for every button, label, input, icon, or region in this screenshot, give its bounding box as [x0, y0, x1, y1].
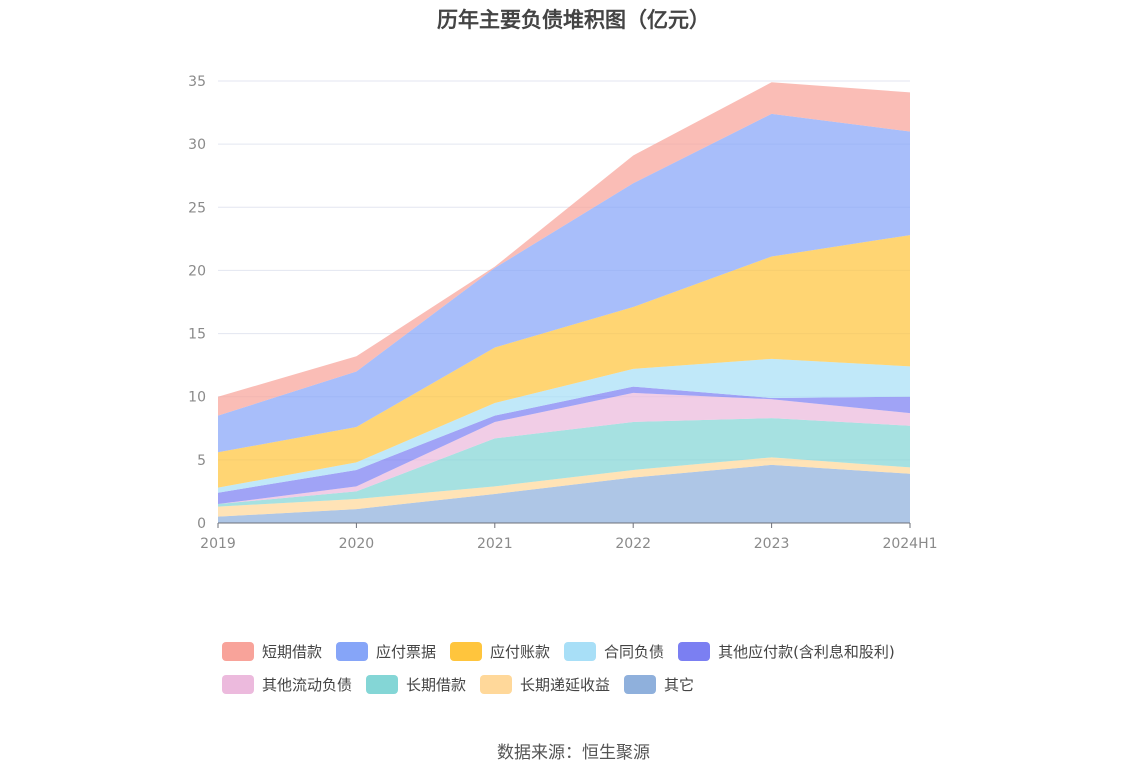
area-series-0 — [218, 464, 910, 523]
legend-item[interactable]: 合同负债 — [564, 641, 664, 662]
legend-label: 其他流动负债 — [262, 675, 353, 694]
source-note: 数据来源：恒生聚源 — [497, 743, 650, 763]
area-series-6 — [218, 235, 910, 488]
area-series-5 — [218, 358, 910, 493]
x-tick-label: 2021 — [477, 536, 513, 552]
area-series-8 — [218, 82, 910, 416]
y-tick-label: 10 — [188, 390, 206, 406]
legend-item[interactable]: 长期递延收益 — [480, 674, 610, 695]
legend-label: 其它 — [664, 675, 695, 694]
legend-swatch — [564, 641, 597, 661]
legend-label: 长期递延收益 — [520, 675, 611, 694]
legend-swatch — [480, 674, 513, 694]
legend-label: 其他应付款(含利息和股利) — [718, 642, 895, 661]
legend-swatch — [222, 641, 254, 661]
area-series-3 — [218, 392, 910, 505]
legend-item[interactable]: 其他流动负债 — [222, 674, 352, 695]
x-tick-label: 2023 — [754, 536, 790, 552]
legend-label: 长期借款 — [406, 675, 467, 694]
area-series-1 — [218, 457, 910, 517]
legend-label: 短期借款 — [262, 642, 323, 661]
legend-label: 应付票据 — [376, 642, 437, 661]
legend-swatch — [222, 674, 254, 694]
y-tick-label: 5 — [197, 453, 206, 469]
legend-row: 短期借款 应付票据 应付账款 合同负债 其他应付款(含利息和股利) — [222, 640, 982, 662]
y-tick-label: 35 — [188, 74, 206, 90]
legend-swatch — [678, 641, 711, 661]
legend-item[interactable]: 短期借款 — [222, 641, 322, 662]
legend-swatch — [366, 674, 399, 694]
legend-swatch — [624, 674, 657, 694]
legend-swatch — [336, 641, 369, 661]
legend-item[interactable]: 应付账款 — [450, 641, 550, 662]
axes: 0 5 10 15 20 25 30 35 2019 2020 2021 2022 2023 2024H1 — [188, 74, 937, 552]
x-tick-label: 2019 — [200, 536, 236, 552]
area-series-4 — [218, 386, 910, 505]
legend-row: 其他流动负债 长期借款 长期递延收益 其它 — [222, 673, 982, 695]
y-tick-label: 25 — [188, 200, 206, 216]
chart-title: 历年主要负债堆积图（亿元） — [437, 8, 710, 32]
area-series-2 — [218, 418, 910, 507]
area-series-layer — [218, 82, 910, 523]
legend-label: 应付账款 — [490, 642, 551, 661]
y-tick-label: 0 — [197, 516, 206, 532]
y-tick-label: 20 — [188, 263, 206, 279]
y-tick-label: 30 — [188, 137, 206, 153]
legend-item[interactable]: 其他应付款(含利息和股利) — [678, 641, 895, 662]
legend-swatch — [450, 641, 483, 661]
x-tick-label: 2022 — [615, 536, 651, 552]
x-tick-label: 2024H1 — [882, 536, 937, 552]
x-tick-label: 2020 — [339, 536, 375, 552]
legend-item[interactable]: 其它 — [624, 674, 694, 695]
legend: 短期借款 应付票据 应付账款 合同负债 其他应付款(含利息和股利) 其他流动负债 长期借款… — [222, 640, 982, 706]
y-tick-label: 15 — [188, 327, 206, 343]
legend-item[interactable]: 长期借款 — [366, 674, 466, 695]
legend-item[interactable]: 应付票据 — [336, 641, 436, 662]
area-series-7 — [218, 113, 910, 453]
legend-label: 合同负债 — [604, 642, 665, 661]
